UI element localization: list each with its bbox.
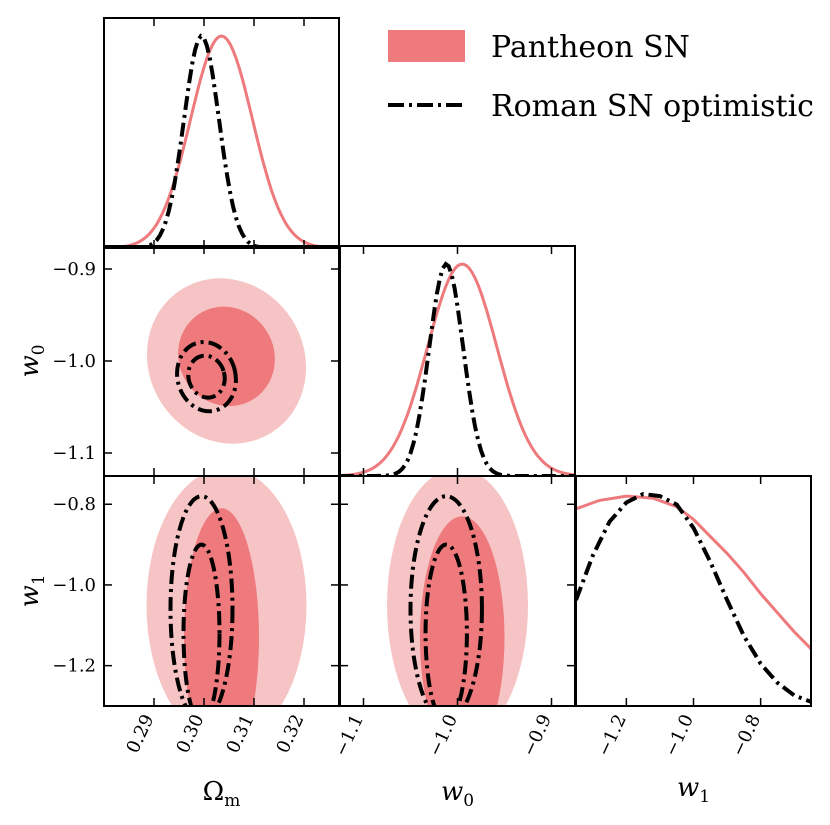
panel-frame-Om: [103, 17, 340, 249]
xtick-label-w1-1: −1.0: [661, 711, 699, 759]
contour-w1_vs_w0-pantheon-68: [419, 516, 505, 706]
xtick-label-Om-3: 0.32: [273, 711, 309, 756]
xlabel-w0: w0: [441, 777, 474, 811]
ylabel-w0: w0: [15, 344, 49, 377]
ytick-label-w0-0: −1.1: [52, 443, 96, 464]
legend-swatch-pantheon: [388, 30, 465, 62]
xtick-label-Om-2: 0.31: [223, 711, 259, 756]
ytick-label-w1-1: −1.0: [52, 575, 96, 596]
marginal-w0: [340, 261, 575, 476]
contour-w0_vs_Om-pantheon-68: [178, 306, 275, 407]
contour-w1_vs_Om-pantheon-68: [184, 508, 259, 706]
marginal-curve-w0-roman: [340, 261, 575, 476]
ytick-label-w1-2: −0.8: [52, 494, 96, 515]
contours-w1_vs_w0: [387, 476, 528, 706]
xtick-label-w0-1: −1.0: [425, 711, 463, 759]
panels: −1.2 −1.0 −0.8 −1.1 −1.0 −0.9 −1.2 −1.0 −0.8 0.29…: [15, 17, 812, 811]
panel-frame-w1: [575, 475, 812, 707]
xtick-label-Om-0: 0.29: [123, 711, 159, 756]
marginal-curve-w0-pantheon: [340, 262, 575, 476]
ylabel-w1: w1: [15, 574, 49, 607]
ytick-label-w1-0: −1.2: [52, 656, 96, 677]
xlabel-Om: Ωm: [203, 777, 241, 811]
marginal-curve-Om-pantheon: [104, 34, 339, 248]
contour-w0_vs_Om-roman-68: [186, 353, 227, 400]
xtick-label-w1-2: −0.8: [728, 711, 766, 759]
contours-w0_vs_Om: [146, 278, 307, 444]
legend-label-roman: Roman SN optimistic: [491, 89, 814, 124]
contour-w1_vs_Om-roman-68: [181, 542, 222, 706]
xtick-label-w0-2: −0.9: [519, 711, 557, 759]
legend-label-pantheon: Pantheon SN: [491, 30, 690, 65]
marginal-w1: [576, 491, 811, 704]
ytick-label-w0-1: −1.0: [52, 351, 96, 372]
contour-w1_vs_Om-roman-95: [168, 494, 235, 706]
contour-w1_vs_w0-roman-68: [423, 542, 469, 706]
legend: Pantheon SN Roman SN optimistic: [388, 30, 814, 124]
contours-w1_vs_Om: [146, 476, 307, 706]
ytick-label-w0-2: −0.9: [52, 259, 96, 280]
marginal-curve-w1-pantheon: [576, 494, 811, 650]
xtick-label-w0-0: −1.1: [331, 711, 369, 759]
contour-w0_vs_Om-roman-95: [175, 340, 238, 414]
xtick-label-w1-0: −1.2: [593, 711, 631, 759]
xtick-label-Om-1: 0.30: [173, 711, 209, 756]
marginal-Om: [104, 33, 339, 248]
marginal-curve-Om-roman: [104, 33, 339, 248]
xlabel-w1: w1: [677, 773, 710, 807]
contour-w1_vs_w0-roman-95: [408, 494, 484, 706]
panel-frame-w0: [339, 245, 576, 477]
marginal-curve-w1-roman: [576, 491, 811, 704]
